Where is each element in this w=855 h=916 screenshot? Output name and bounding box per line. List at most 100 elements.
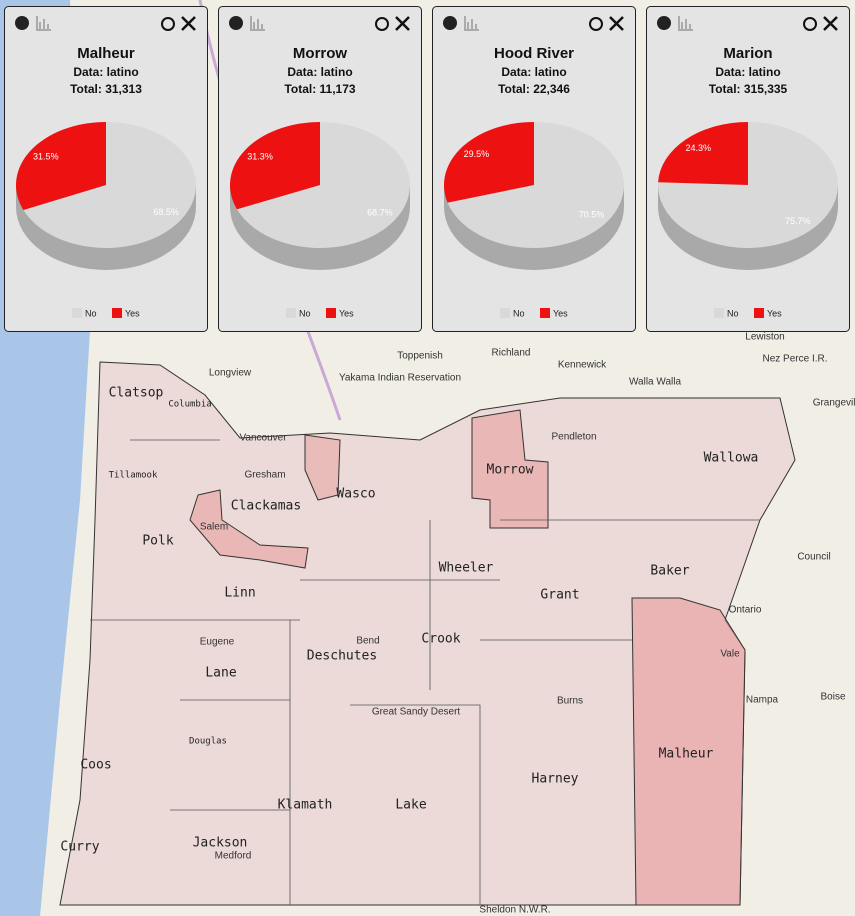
popup-title: Hood River [494,45,574,62]
place-label: Sheldon N.W.R. [479,905,550,916]
place-label: Yakama Indian Reservation [339,373,461,384]
popup-total: Total: 315,335 [709,82,788,96]
pie-icon[interactable] [657,16,671,30]
place-label: Burns [557,696,583,707]
county-label: Lane [205,666,236,681]
bar-icon[interactable] [464,16,479,31]
slice-label: 68.5% [153,207,179,217]
county-label: Wheeler [439,561,494,576]
county-label: Tillamook [109,471,158,481]
highlight-morrow [471,409,549,529]
place-label: Vancouver [239,433,287,444]
county-label: Crook [421,632,460,647]
legend-label: Yes [339,308,354,318]
legend-label: No [727,308,739,318]
pie-icon[interactable] [443,16,457,30]
legend-label: No [299,308,311,318]
place-label: Lewiston [745,332,784,343]
pie-icon[interactable] [229,16,243,30]
slice-label: 75.7% [785,216,811,226]
place-label: Nampa [746,695,779,706]
pie-slice [236,122,410,249]
legend-swatch [500,308,510,318]
pie-slice [447,122,625,249]
place-label: Salem [200,522,228,533]
popup-total: Total: 22,346 [498,82,570,96]
county-label: Clatsop [109,386,164,401]
close-circle-icon[interactable] [803,17,817,31]
pie-slice [15,122,106,211]
place-label: Nez Perce I.R. [762,354,827,365]
close-icon[interactable] [181,16,196,31]
county-label: Linn [224,586,255,601]
popups: Malheur Data: latino Total: 31,313 68.5% 31.… [4,6,850,332]
legend-swatch [326,308,336,318]
highlight-malheur [631,597,746,906]
place-label: Walla Walla [629,377,681,388]
legend-swatch [72,308,82,318]
legend-swatch [286,308,296,318]
legend-swatch [540,308,550,318]
place-label: Medford [215,851,252,862]
pie-slice [23,122,197,248]
slice-label: 29.5% [464,149,490,159]
popup-total: Total: 31,313 [70,82,142,96]
county-label: Harney [532,772,579,787]
popup-subtitle: Data: latino [501,65,566,79]
oregon [59,361,796,906]
close-icon[interactable] [823,16,838,31]
county-label: Polk [142,534,173,549]
legend-label: Yes [125,308,140,318]
place-label: Richland [492,348,531,359]
place-label: Council [797,552,830,563]
bar-icon[interactable] [36,16,51,31]
pie-slice [230,122,320,210]
place-label: Kennewick [558,360,607,371]
pie-slice [658,122,748,185]
legend-label: Yes [553,308,568,318]
place-label: Bend [356,636,379,647]
popup: Marion Data: latino Total: 315,335 75.7% 24.… [646,6,850,332]
slice-label: 70.5% [579,210,605,220]
county-label: Morrow [487,463,534,478]
slice-label: 24.3% [685,143,711,153]
close-circle-icon[interactable] [589,17,603,31]
highlight-marion [189,489,309,569]
place-label: Great Sandy Desert [372,707,461,718]
legend-label: No [85,308,97,318]
legend-label: No [513,308,525,318]
county-label: Baker [650,564,689,579]
place-label: Boise [820,692,845,703]
place-label: Ontario [729,605,762,616]
bar-icon[interactable] [678,16,693,31]
popup-title: Malheur [77,45,135,62]
popup-subtitle: Data: latino [715,65,780,79]
slice-label: 31.5% [33,152,59,162]
place-label: Toppenish [397,351,443,362]
close-icon[interactable] [395,16,410,31]
place-label: Vale [720,649,740,660]
place-label: Gresham [244,470,285,481]
highlight-hood-river [304,434,341,501]
county-label: Curry [60,840,99,855]
popup-title: Marion [723,45,772,62]
close-circle-icon[interactable] [375,17,389,31]
county-label: Coos [80,758,111,773]
slice-label: 68.7% [367,207,393,217]
legend-label: Yes [767,308,782,318]
legend-swatch [112,308,122,318]
county-label: Jackson [193,836,248,851]
pie-icon[interactable] [15,16,29,30]
place-label: Grangeville [813,398,855,409]
bar-icon[interactable] [250,16,265,31]
slice-label: 31.3% [247,151,273,161]
close-circle-icon[interactable] [161,17,175,31]
county-label: Clackamas [231,499,301,514]
legend-swatch [754,308,764,318]
county-label: Lake [395,798,426,813]
popup: Malheur Data: latino Total: 31,313 68.5% 31.… [4,6,208,332]
close-icon[interactable] [609,16,624,31]
popup: Hood River Data: latino Total: 22,346 70.5%… [432,6,636,332]
county-label: Douglas [189,737,227,747]
